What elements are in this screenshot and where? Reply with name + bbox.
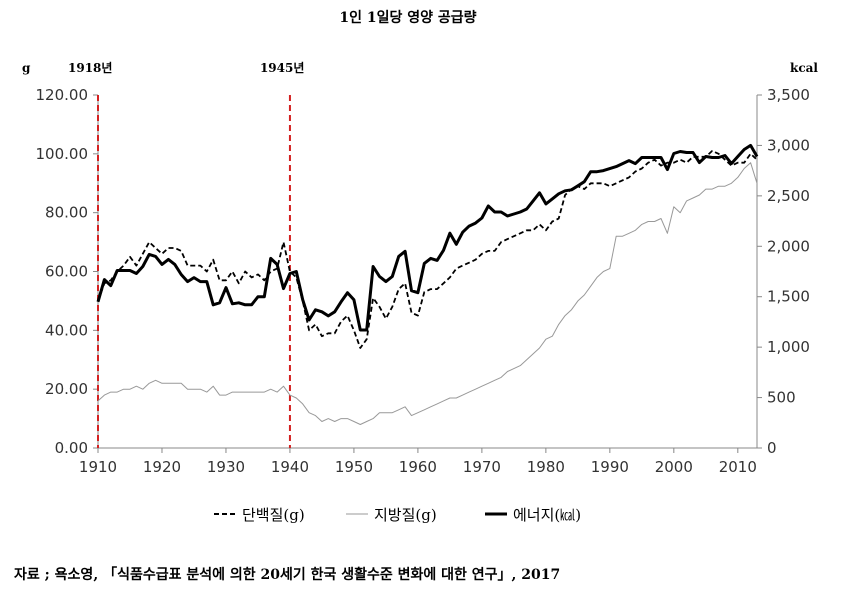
source-note: 자료 ; 욕소영, 「식품수급표 분석에 의한 20세기 한국 생활수준 변화에… bbox=[14, 567, 561, 583]
right-axis-unit: kcal bbox=[790, 61, 818, 75]
x-axis-ticks: 1910 1920 1930 1940 1950 1960 1970 1980 1990 2000… bbox=[79, 448, 757, 476]
annotation-layer: 1918년 1945년 bbox=[68, 61, 304, 448]
right-axis-ticks: 0 500 1,000 1,500 2,000 2,500 3,000 3,500 bbox=[757, 86, 810, 457]
x-tick-label: 1960 bbox=[399, 458, 437, 476]
x-tick-label: 1990 bbox=[591, 458, 629, 476]
left-tick-label: 100.00 bbox=[36, 145, 89, 163]
chart-canvas: 1인 1일당 영양 공급량 g kcal 0.00 20.00 40.00 60.00… bbox=[22, 9, 818, 524]
x-tick-label: 1970 bbox=[463, 458, 501, 476]
x-tick-label: 1940 bbox=[271, 458, 309, 476]
x-tick-label: 1950 bbox=[335, 458, 373, 476]
right-tick-label: 2,500 bbox=[767, 187, 810, 205]
left-tick-label: 0.00 bbox=[55, 439, 88, 457]
right-tick-label: 1,000 bbox=[767, 338, 810, 356]
left-tick-label: 20.00 bbox=[45, 380, 88, 398]
legend-label-fat: 지방질(g) bbox=[374, 506, 437, 524]
legend: 단백질(g) 지방질(g) 에너지(㎉) bbox=[214, 506, 581, 524]
x-tick-label: 1910 bbox=[79, 458, 117, 476]
right-tick-label: 2,000 bbox=[767, 237, 810, 255]
right-tick-label: 3,000 bbox=[767, 136, 810, 154]
series-line-energy bbox=[96, 143, 759, 332]
left-tick-label: 80.00 bbox=[45, 204, 88, 222]
annotation-label: 1918년 bbox=[68, 61, 112, 75]
series-layer bbox=[96, 143, 759, 425]
x-tick-label: 1980 bbox=[527, 458, 565, 476]
right-tick-label: 1,500 bbox=[767, 288, 810, 306]
series-line-protein bbox=[97, 149, 758, 349]
x-tick-label: 2000 bbox=[655, 458, 693, 476]
left-axis-ticks: 0.00 20.00 40.00 60.00 80.00 100.00 120.00 bbox=[36, 86, 98, 457]
left-tick-label: 40.00 bbox=[45, 321, 88, 339]
right-tick-label: 3,500 bbox=[767, 86, 810, 104]
right-tick-label: 500 bbox=[767, 389, 796, 407]
left-axis-unit: g bbox=[22, 61, 31, 75]
annotation-label: 1945년 bbox=[260, 61, 304, 75]
x-tick-label: 2010 bbox=[719, 458, 757, 476]
left-tick-label: 120.00 bbox=[36, 86, 89, 104]
left-tick-label: 60.00 bbox=[45, 263, 88, 281]
x-tick-label: 1930 bbox=[207, 458, 245, 476]
chart-title: 1인 1일당 영양 공급량 bbox=[339, 9, 476, 26]
x-tick-label: 1920 bbox=[143, 458, 181, 476]
right-tick-label: 0 bbox=[767, 439, 777, 457]
legend-label-energy: 에너지(㎉) bbox=[513, 506, 581, 524]
series-line-fat bbox=[97, 162, 758, 425]
legend-label-protein: 단백질(g) bbox=[242, 506, 305, 524]
